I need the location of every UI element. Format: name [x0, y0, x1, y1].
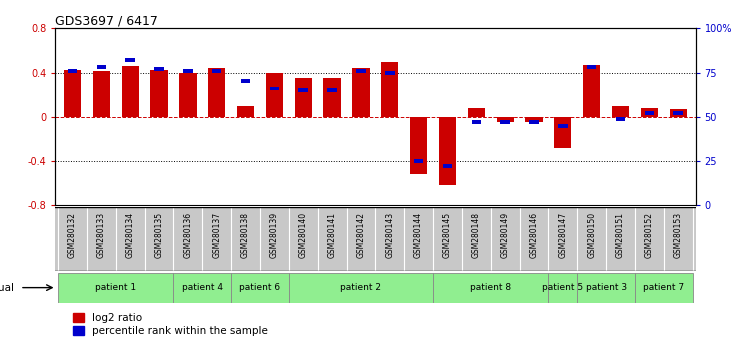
Bar	[497, 117, 514, 122]
Text: GSM280132: GSM280132	[68, 212, 77, 258]
Bar	[670, 109, 687, 117]
Text: GSM280149: GSM280149	[500, 212, 509, 258]
Text: GSM280144: GSM280144	[414, 212, 423, 258]
Text: GSM280141: GSM280141	[328, 212, 336, 258]
Bar	[180, 73, 197, 117]
Text: GSM280153: GSM280153	[673, 212, 683, 258]
Text: GSM280142: GSM280142	[356, 212, 366, 258]
Bar	[241, 80, 250, 83]
Bar	[414, 159, 423, 163]
Bar	[289, 273, 433, 303]
Text: GSM280143: GSM280143	[385, 212, 394, 258]
Text: patient 3: patient 3	[586, 283, 626, 292]
Bar	[231, 273, 289, 303]
Bar	[121, 66, 139, 117]
Bar	[68, 69, 77, 73]
Text: GSM280135: GSM280135	[155, 212, 163, 258]
Text: patient 2: patient 2	[341, 283, 381, 292]
Bar	[548, 273, 577, 303]
Bar	[294, 78, 312, 117]
Text: GSM280150: GSM280150	[587, 212, 596, 258]
Bar	[183, 69, 193, 73]
Bar	[439, 117, 456, 185]
Text: patient 7: patient 7	[643, 283, 684, 292]
Text: GSM280133: GSM280133	[97, 212, 106, 258]
Bar	[208, 68, 225, 117]
Bar	[467, 108, 485, 117]
Text: GSM280137: GSM280137	[212, 212, 222, 258]
Bar	[472, 120, 481, 124]
Bar	[353, 68, 369, 117]
Legend: log2 ratio, percentile rank within the sample: log2 ratio, percentile rank within the s…	[73, 313, 268, 336]
Bar	[410, 117, 428, 175]
Bar	[150, 70, 168, 117]
Text: GSM280139: GSM280139	[270, 212, 279, 258]
Bar	[526, 117, 542, 122]
Bar	[500, 120, 510, 124]
Bar	[612, 106, 629, 117]
Bar	[266, 73, 283, 117]
Bar	[635, 273, 693, 303]
Text: GSM280138: GSM280138	[241, 212, 250, 258]
Text: patient 8: patient 8	[470, 283, 512, 292]
Text: GSM280147: GSM280147	[559, 212, 567, 258]
Text: GSM280148: GSM280148	[472, 212, 481, 258]
Bar	[554, 117, 571, 148]
Text: patient 5: patient 5	[542, 283, 584, 292]
Bar	[237, 106, 254, 117]
Text: GSM280152: GSM280152	[645, 212, 654, 258]
Bar	[385, 71, 394, 74]
Bar	[323, 78, 341, 117]
Bar	[558, 124, 567, 127]
Bar	[587, 65, 596, 69]
Bar	[433, 273, 548, 303]
Text: GSM280140: GSM280140	[299, 212, 308, 258]
Bar	[529, 120, 539, 124]
Bar	[96, 65, 106, 69]
Text: patient 1: patient 1	[95, 283, 136, 292]
Bar	[328, 88, 337, 92]
Text: GSM280151: GSM280151	[616, 212, 625, 258]
Bar	[93, 72, 110, 117]
Bar	[356, 69, 366, 73]
Bar	[641, 108, 658, 117]
Bar	[125, 58, 135, 62]
Bar	[212, 69, 222, 73]
Bar	[645, 112, 654, 115]
Bar	[443, 165, 452, 168]
Bar	[583, 65, 601, 117]
Bar	[299, 88, 308, 92]
Bar	[577, 273, 635, 303]
Text: GSM280146: GSM280146	[529, 212, 539, 258]
Bar	[381, 62, 398, 117]
Text: individual: individual	[0, 282, 13, 293]
Text: patient 4: patient 4	[182, 283, 223, 292]
Text: GSM280136: GSM280136	[183, 212, 192, 258]
Text: GDS3697 / 6417: GDS3697 / 6417	[55, 14, 158, 27]
Bar	[155, 67, 164, 71]
Bar	[616, 117, 626, 120]
Text: patient 6: patient 6	[239, 283, 280, 292]
Bar	[673, 112, 683, 115]
Bar	[269, 87, 279, 90]
Text: GSM280134: GSM280134	[126, 212, 135, 258]
Text: GSM280145: GSM280145	[443, 212, 452, 258]
Bar	[58, 273, 174, 303]
Bar	[64, 70, 81, 117]
Bar	[174, 273, 231, 303]
